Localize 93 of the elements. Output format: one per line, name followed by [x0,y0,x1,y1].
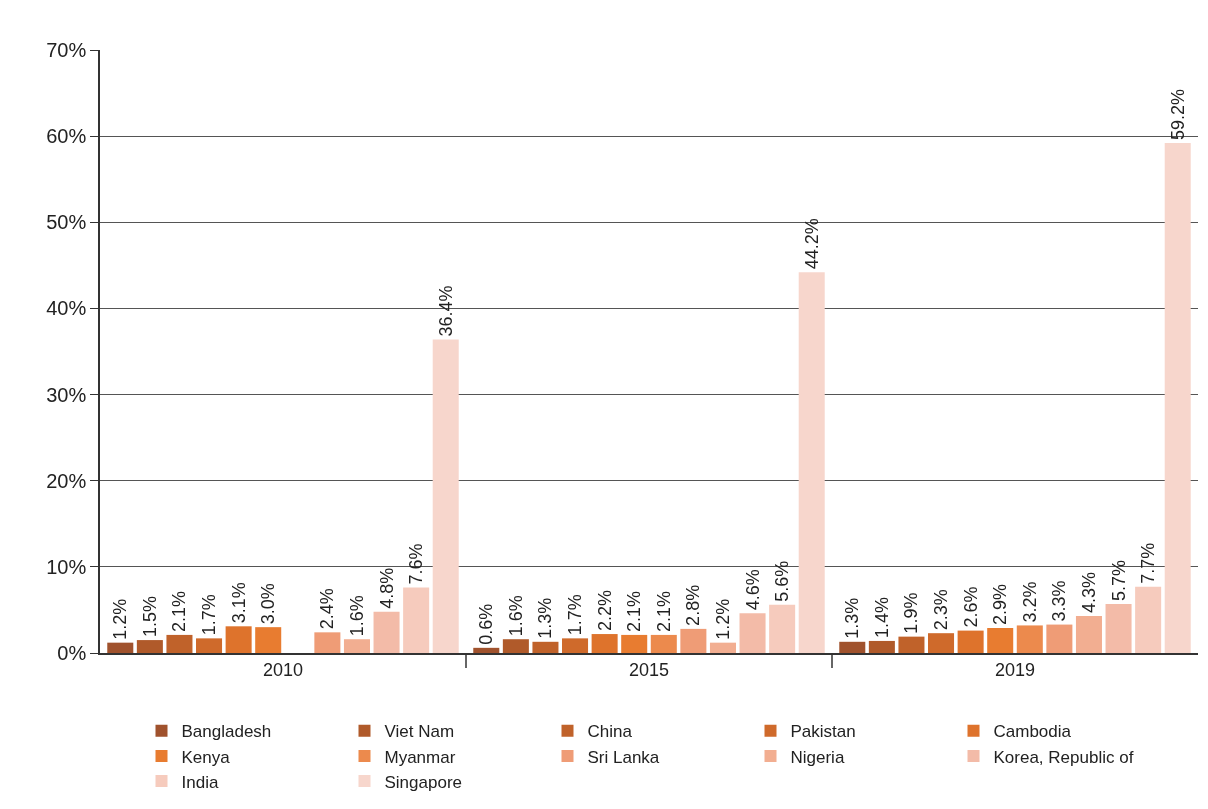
x-tick-label: 2019 [994,660,1036,681]
y-tick-label: 50% [46,211,87,234]
bar [769,604,796,653]
data-label: 3.3% [1049,580,1070,622]
legend-label: Singapore [384,772,463,792]
bar [1105,603,1132,653]
data-label: 2.3% [931,589,952,631]
data-label: 5.6% [772,560,793,602]
data-label: 5.7% [1108,559,1129,601]
bar [928,633,955,653]
data-label: 1.7% [199,594,220,636]
bar [373,611,400,653]
bar [107,642,134,653]
data-label: 2.9% [990,583,1011,626]
bar [898,636,925,653]
bar [432,339,459,653]
legend-label: China [587,722,633,742]
data-label: 3.2% [1019,581,1040,623]
data-label: 2.8% [683,584,704,626]
data-label: 7.6% [406,543,427,585]
bar [987,628,1014,653]
bar [502,639,529,653]
legend-label: India [181,772,219,792]
bar [868,640,895,653]
data-label: 1.3% [535,597,556,639]
x-tick-label: 2010 [262,660,304,681]
data-label: 3.1% [228,582,249,624]
bar [532,641,559,653]
legend-label: Myanmar [384,747,456,767]
bar [739,613,766,653]
y-tick-label: 70% [46,39,87,61]
data-label: 0.6% [476,603,497,645]
data-label: 44.2% [801,218,822,270]
bar [957,630,984,653]
data-label: 1.4% [871,596,892,638]
bar [1046,624,1073,653]
data-label: 1.6% [505,595,526,637]
bar [798,272,825,653]
data-label: 3.0% [258,583,279,625]
bar [591,634,618,653]
bar [1075,615,1102,653]
bar [839,641,866,653]
legend-label: Viet Nam [384,722,455,742]
data-label: 1.9% [901,592,922,634]
y-tick-label: 20% [46,469,87,492]
data-label: 7.7% [1138,542,1159,584]
bar [343,639,370,653]
bar [1135,586,1162,653]
data-label: 4.6% [742,569,763,611]
y-tick-label: 0% [57,642,87,664]
data-label: 1.5% [139,596,160,638]
data-label: 2.1% [653,590,674,632]
bar [166,634,193,653]
legend-label: Korea, Republic of [993,747,1134,767]
bar [473,647,500,653]
data-label: 4.3% [1078,571,1099,613]
y-tick-label: 60% [46,125,87,148]
data-label: 1.2% [110,598,131,640]
data-label: 1.3% [842,597,863,639]
bar [196,638,223,653]
legend-label: Kenya [181,747,231,767]
data-label: 1.6% [346,595,367,637]
data-label: 1.7% [565,594,586,636]
data-label: 1.2% [712,598,733,640]
bar [1016,625,1043,653]
data-label: 2.1% [624,590,645,632]
bar [225,626,252,653]
data-label: 2.2% [594,590,615,632]
bar [1164,143,1191,653]
legend-label: Cambodia [993,722,1072,742]
x-tick-label: 2015 [628,660,670,681]
y-tick-label: 40% [46,297,87,320]
bar [255,627,282,653]
bar [314,632,341,653]
y-tick-label: 30% [46,383,87,406]
data-label: 36.4% [435,285,456,337]
data-label: 59.2% [1167,88,1188,141]
bar [680,628,707,653]
data-label: 2.6% [960,586,981,628]
bar [650,634,677,653]
data-label: 4.8% [376,567,397,609]
bar [403,587,430,653]
data-label: 2.4% [317,588,338,630]
data-label: 2.1% [169,590,190,632]
legend-label: Bangladesh [181,722,272,742]
bar [709,642,736,653]
bar [621,634,648,653]
legend-label: Pakistan [790,722,856,742]
legend-label: Sri Lanka [587,747,660,767]
bar [562,638,589,653]
legend-label: Nigeria [790,747,845,767]
bar [136,640,163,653]
y-tick-label: 10% [46,555,87,578]
